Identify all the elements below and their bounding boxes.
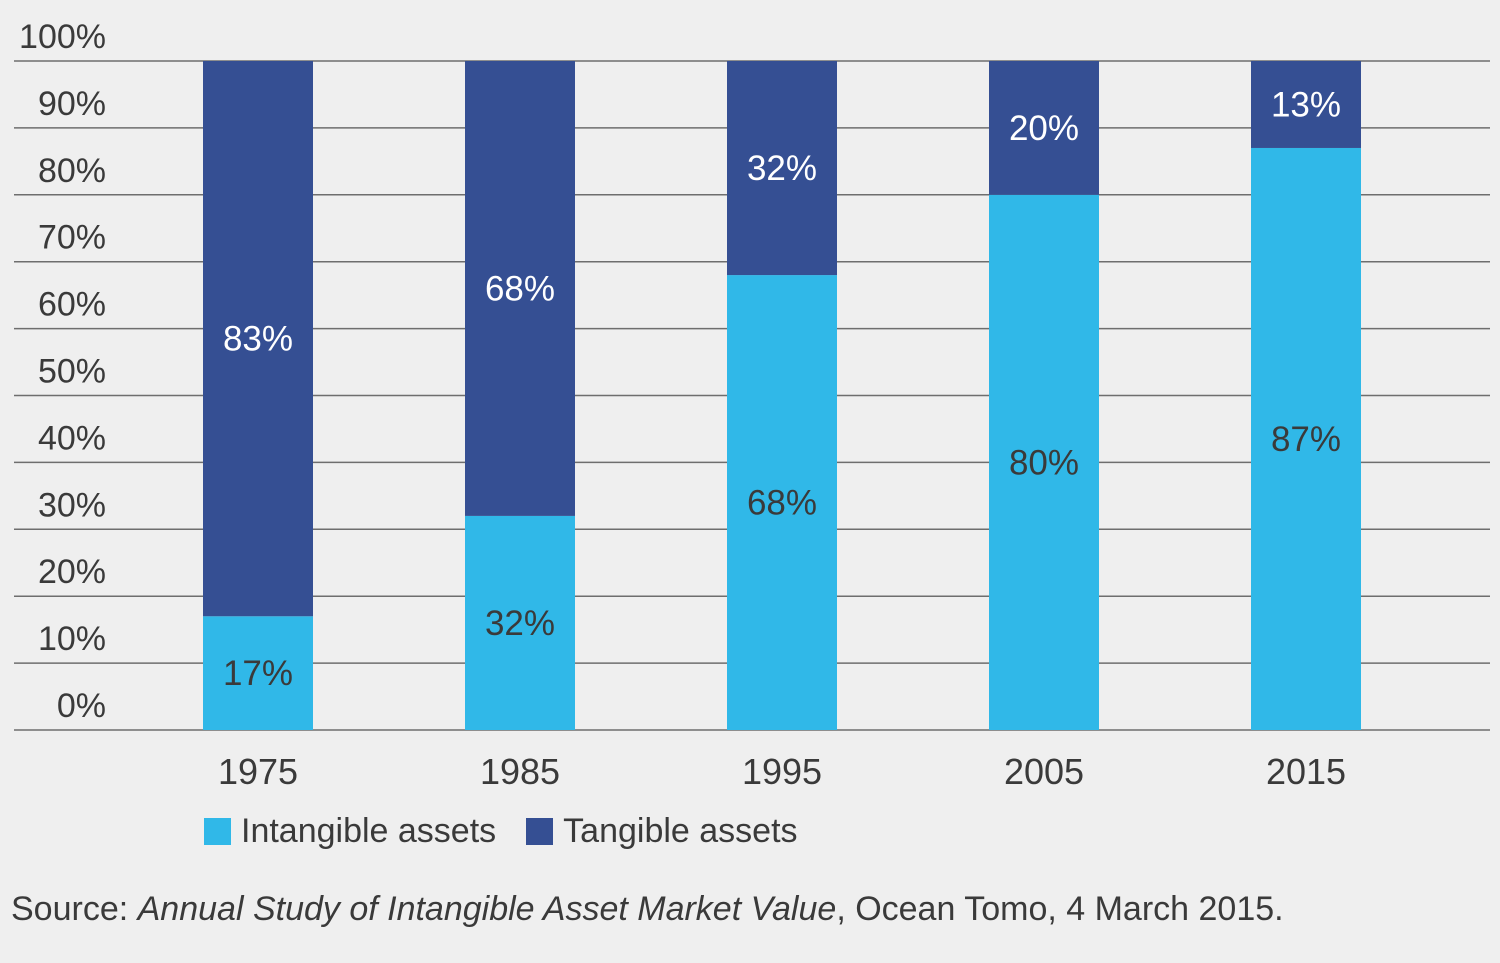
bar-intangible-1995 xyxy=(727,275,837,730)
source-suffix: , Ocean Tomo, 4 March 2015. xyxy=(836,890,1284,928)
y-tick-label-1: 10% xyxy=(38,620,106,658)
y-tick-label-6: 60% xyxy=(38,286,106,324)
legend-label-tangible: Tangible assets xyxy=(563,812,798,850)
bar-intangible-1975 xyxy=(203,616,313,730)
y-tick-label-3: 30% xyxy=(38,486,106,524)
data-label-tangible-2015: 13% xyxy=(1271,85,1341,124)
legend-swatch-tangible xyxy=(526,818,554,845)
y-tick-label-7: 70% xyxy=(38,219,106,257)
y-tick-label-10: 100% xyxy=(19,18,106,56)
x-tick-label-2005: 2005 xyxy=(1004,751,1084,792)
data-label-tangible-2005: 20% xyxy=(1009,109,1079,148)
data-label-tangible-1985: 68% xyxy=(485,269,555,308)
legend: Intangible assets Tangible assets xyxy=(204,812,828,851)
legend-swatch-intangible xyxy=(204,818,231,845)
data-label-intangible-2015: 87% xyxy=(1271,420,1341,459)
y-tick-label-4: 40% xyxy=(38,419,106,457)
data-label-intangible-1975: 17% xyxy=(223,654,293,693)
data-label-tangible-1995: 32% xyxy=(747,149,817,188)
bar-intangible-2005 xyxy=(989,194,1099,731)
x-tick-label-1995: 1995 xyxy=(742,751,822,792)
source-note: Source: Annual Study of Intangible Asset… xyxy=(11,890,1284,929)
legend-item-tangible: Tangible assets xyxy=(526,812,798,851)
bar-tangible-1995 xyxy=(727,61,837,276)
y-tick-label-5: 50% xyxy=(38,353,106,391)
bar-tangible-2015 xyxy=(1251,61,1361,148)
y-tick-label-9: 90% xyxy=(38,85,106,123)
y-tick-label-8: 80% xyxy=(38,152,106,190)
stacked-bar-chart: 0% 10% 20% 30% 40% 50% 60% 70% 80% 90% 100% 17% 83% 1… xyxy=(14,18,1490,792)
y-tick-label-0: 0% xyxy=(57,687,106,725)
x-tick-label-1985: 1985 xyxy=(480,751,560,792)
source-prefix: Source: xyxy=(11,890,138,928)
data-label-tangible-1975: 83% xyxy=(223,320,293,359)
source-title: Annual Study of Intangible Asset Market … xyxy=(137,890,837,928)
data-label-intangible-2005: 80% xyxy=(1009,443,1079,482)
legend-label-intangible: Intangible assets xyxy=(241,812,497,850)
bar-tangible-1975 xyxy=(203,61,313,617)
bar-tangible-2005 xyxy=(989,61,1099,195)
x-tick-label-2015: 2015 xyxy=(1266,751,1346,792)
bar-intangible-2015 xyxy=(1251,147,1361,731)
legend-item-intangible: Intangible assets xyxy=(204,812,496,851)
data-label-intangible-1985: 32% xyxy=(485,604,555,643)
y-tick-label-2: 20% xyxy=(38,553,106,591)
x-tick-label-1975: 1975 xyxy=(218,751,298,792)
data-label-intangible-1995: 68% xyxy=(747,484,817,523)
bar-tangible-1985 xyxy=(465,61,575,516)
bar-intangible-1985 xyxy=(465,515,575,730)
